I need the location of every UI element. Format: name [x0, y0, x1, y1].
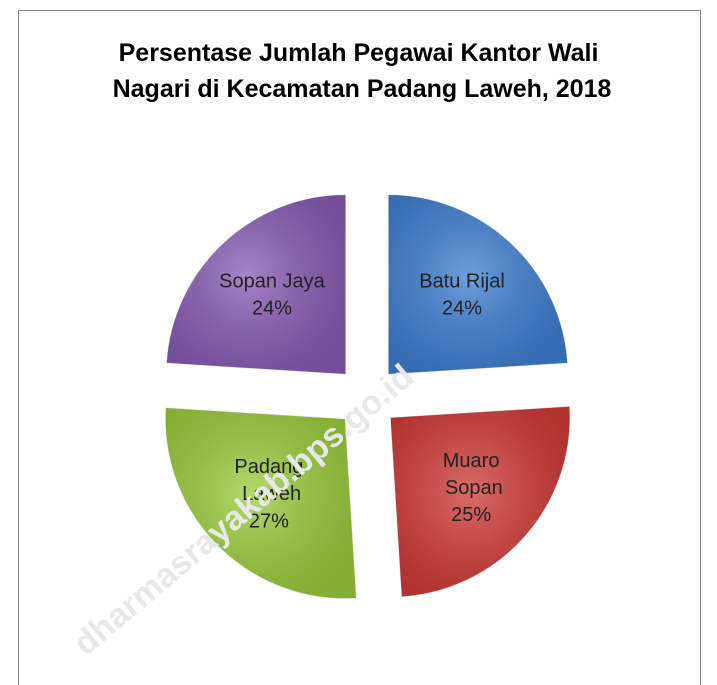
slice-shading — [388, 194, 568, 375]
value-label: 25% — [451, 504, 491, 526]
category-label: Muaro Sopan — [439, 450, 502, 499]
slice-shading — [165, 407, 357, 599]
slice-shading — [390, 406, 571, 598]
value-label: 27% — [249, 510, 289, 532]
chart-title: Persentase Jumlah Pegawai Kantor Wali Na… — [113, 39, 612, 103]
category-label: Sopan Jaya — [219, 271, 326, 293]
category-label: Batu Rijal — [419, 271, 505, 293]
value-label: 24% — [252, 298, 292, 320]
chart-frame — [18, 10, 701, 685]
pie: Batu Rijal 24% Muaro Sopan 25% Padang Laweh 2… — [164, 194, 571, 600]
category-label: Padang Laweh — [234, 456, 303, 505]
slice-shading — [166, 194, 346, 375]
value-label: 24% — [442, 298, 482, 320]
